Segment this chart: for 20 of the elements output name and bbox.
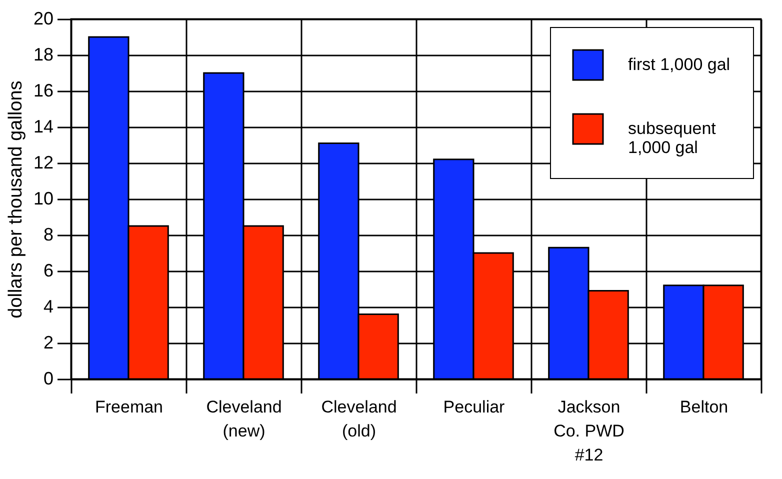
legend-label: subsequent 1,000 gal bbox=[628, 119, 716, 157]
y-tick-label: 8 bbox=[43, 224, 54, 244]
y-tick-label: 0 bbox=[43, 368, 54, 388]
x-tick-label: Peculiar bbox=[443, 398, 506, 416]
y-tick-label: 6 bbox=[43, 260, 54, 280]
y-tick-label: 10 bbox=[33, 188, 54, 208]
y-tick-label: 2 bbox=[43, 332, 54, 352]
y-tick-label: 18 bbox=[33, 44, 54, 64]
y-tick-label: 4 bbox=[43, 296, 54, 316]
x-tick-label: Cleveland (old) bbox=[321, 398, 397, 440]
y-tick-label: 12 bbox=[33, 152, 54, 172]
x-tick-label: Cleveland (new) bbox=[206, 398, 282, 440]
y-tick-label: 16 bbox=[33, 80, 54, 100]
x-tick-label: Jackson Co. PWD #12 bbox=[554, 398, 624, 464]
legend-label: first 1,000 gal bbox=[628, 55, 730, 74]
y-tick-label: 20 bbox=[33, 8, 54, 28]
y-tick-label: 14 bbox=[33, 116, 54, 136]
x-tick-label: Belton bbox=[680, 398, 728, 416]
y-axis-title: dollars per thousand gallons bbox=[5, 80, 26, 318]
x-tick-label: Freeman bbox=[94, 398, 164, 416]
